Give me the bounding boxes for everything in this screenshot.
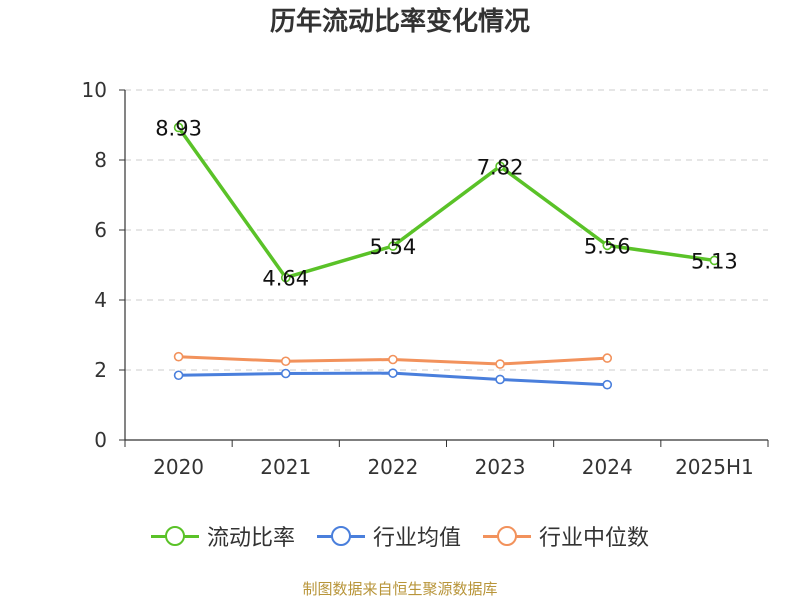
x-tick-label: 2024: [582, 455, 633, 479]
x-tick-label: 2020: [153, 455, 204, 479]
legend-label: 流动比率: [206, 526, 295, 551]
y-tick-label: 2: [94, 358, 107, 382]
data-point: [173, 122, 184, 133]
data-point: [388, 241, 398, 251]
data-point: [602, 379, 613, 390]
data-point: [173, 370, 184, 381]
axes: 0 2 4 6 8 10 2020 2021 2022 2023 2024 2025H1: [82, 78, 769, 479]
data-label: 7.82: [477, 155, 524, 179]
data-point: [495, 374, 505, 385]
series-lines: [173, 122, 720, 390]
data-point: [388, 354, 398, 365]
data-point: [495, 359, 505, 369]
gridlines: [125, 89, 768, 371]
legend-label: 行业中位数: [539, 526, 650, 551]
x-tick-label: 2025H1: [675, 455, 754, 479]
legend-marker-icon: [150, 526, 199, 546]
data-labels: 8.93 4.64 5.54 7.82 5.56 5.13: [155, 116, 738, 290]
x-tick-label: 2021: [260, 455, 311, 479]
source-note: 制图数据来自恒生聚源数据库: [302, 580, 498, 598]
legend-item-industry-median[interactable]: 行业中位数: [483, 520, 649, 552]
y-tick-label: 10: [82, 78, 107, 102]
data-label: 8.93: [155, 116, 202, 140]
legend-marker-icon: [316, 526, 365, 546]
y-tick-label: 6: [94, 218, 107, 242]
data-point: [280, 356, 291, 367]
y-tick-label: 4: [94, 288, 107, 312]
data-point: [602, 353, 613, 363]
y-tick-label: 0: [94, 428, 107, 452]
legend: 流动比率 行业均值 行业中位数: [0, 520, 800, 552]
x-tick-label: 2023: [475, 455, 526, 479]
y-tick-label: 8: [94, 148, 107, 172]
data-point: [709, 255, 720, 266]
legend-item-current-ratio[interactable]: 流动比率: [150, 520, 295, 552]
chart-title: 历年流动比率变化情况: [269, 7, 530, 37]
data-label: 5.56: [584, 234, 631, 258]
data-label: 5.13: [691, 249, 738, 273]
legend-marker-icon: [483, 526, 531, 546]
legend-item-industry-mean[interactable]: 行业均值: [316, 520, 461, 552]
data-point: [173, 351, 184, 362]
data-point: [280, 272, 291, 283]
data-label: 5.54: [370, 235, 417, 259]
x-tick-label: 2022: [367, 455, 418, 479]
data-point: [280, 368, 291, 379]
data-label: 4.64: [262, 267, 309, 291]
series-line: [176, 125, 717, 280]
legend-label: 行业均值: [372, 526, 461, 551]
data-point: [388, 368, 398, 378]
data-point: [495, 161, 505, 172]
data-point: [602, 240, 613, 251]
